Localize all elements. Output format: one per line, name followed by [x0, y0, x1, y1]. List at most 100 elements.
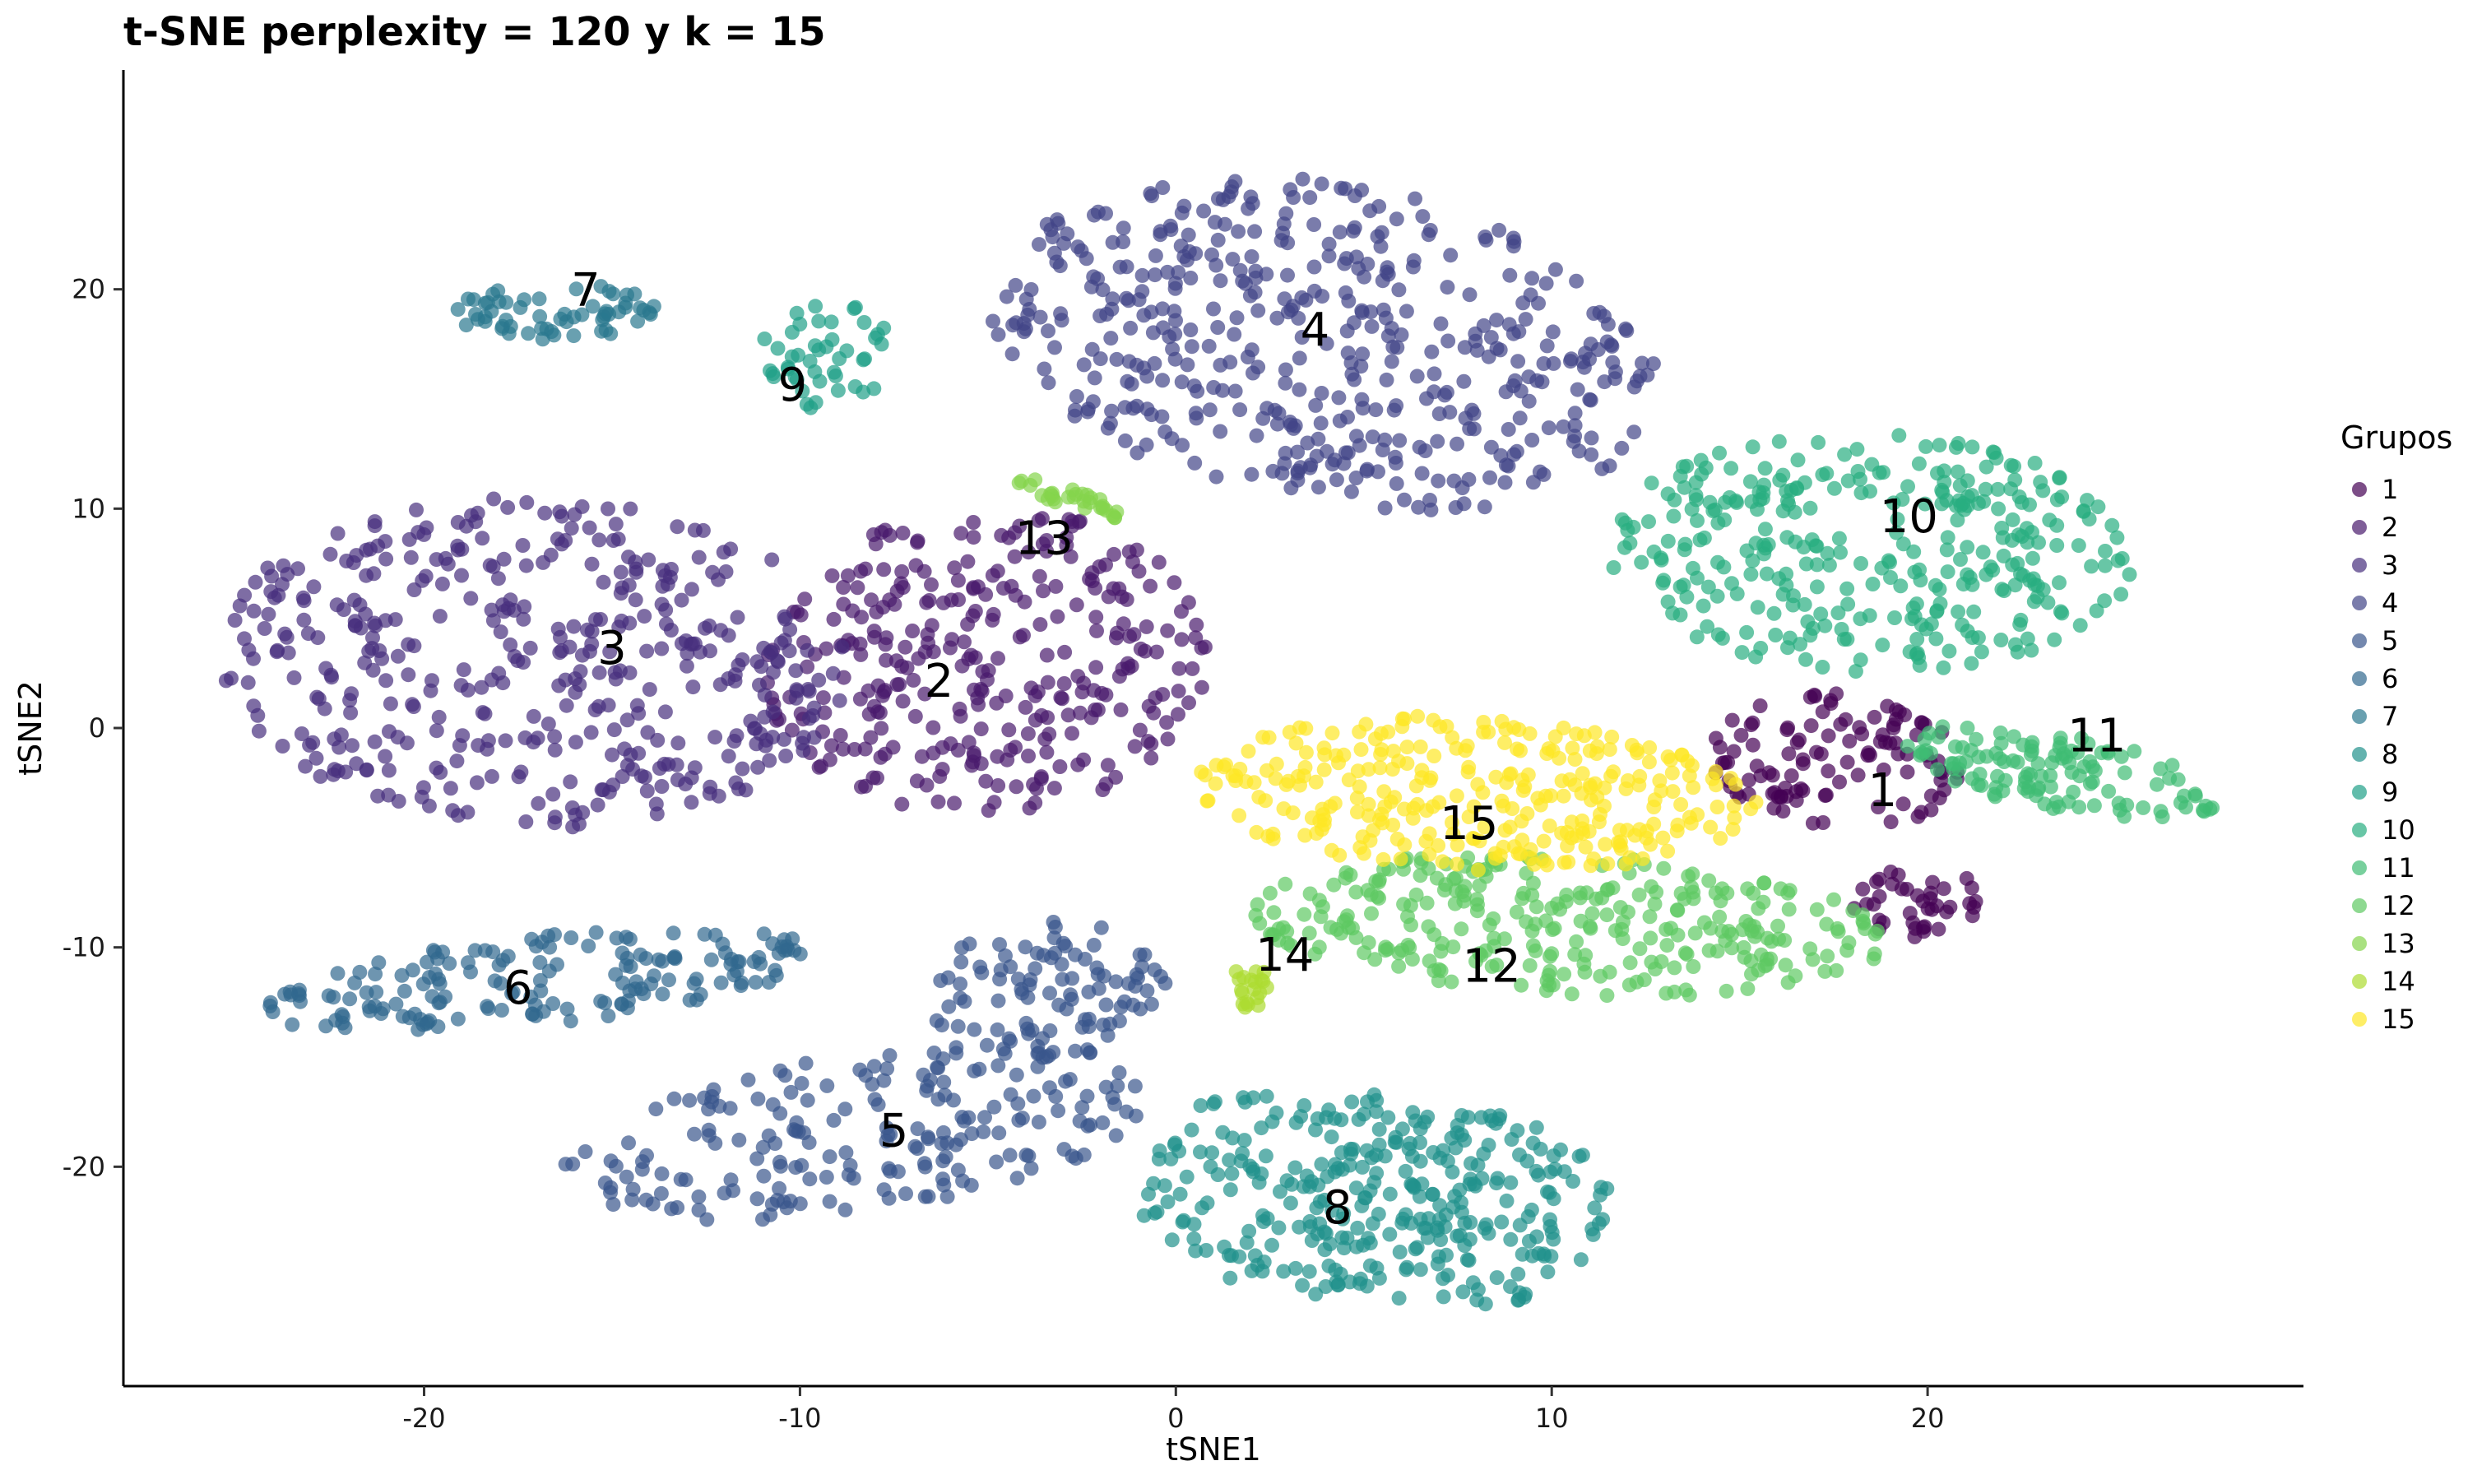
data-point [432, 609, 448, 624]
data-point [1247, 224, 1263, 239]
data-point [532, 955, 548, 970]
data-point [2052, 470, 2067, 485]
data-point [378, 551, 394, 567]
data-point [1051, 1103, 1066, 1119]
data-point [1677, 945, 1693, 961]
data-point [1489, 1270, 1505, 1286]
data-point [939, 1135, 955, 1151]
data-point [1308, 397, 1324, 413]
data-point [1167, 281, 1183, 296]
data-point [382, 724, 397, 740]
data-point [832, 351, 847, 366]
data-point [590, 797, 605, 813]
data-point [1366, 823, 1381, 838]
data-point [1858, 921, 1872, 936]
data-point [342, 991, 358, 1007]
data-point [463, 964, 478, 980]
data-point [1120, 656, 1135, 671]
data-point [1634, 554, 1649, 570]
data-point [941, 999, 957, 1014]
data-point [1522, 958, 1538, 973]
data-point [1303, 457, 1319, 473]
data-point [1090, 271, 1106, 286]
data-point [800, 642, 815, 658]
data-point [2005, 512, 2020, 527]
data-point [1784, 768, 1799, 783]
data-point [1016, 628, 1031, 643]
data-point [1028, 795, 1043, 810]
data-point [619, 1000, 635, 1016]
data-point [956, 1113, 972, 1129]
data-point [1095, 501, 1111, 517]
data-point [1510, 741, 1524, 757]
data-point [550, 621, 566, 637]
data-point [1160, 623, 1176, 638]
data-point [1966, 604, 1982, 619]
legend-swatch-13 [2352, 936, 2367, 951]
data-point [1743, 953, 1759, 969]
data-point [1241, 744, 1256, 759]
data-point [1210, 1167, 1226, 1182]
data-point [906, 672, 921, 688]
data-point [1311, 1177, 1326, 1193]
data-point [1820, 948, 1835, 964]
data-point [638, 951, 654, 967]
cluster-label-15: 15 [1440, 797, 1498, 851]
data-point [726, 967, 742, 983]
data-point [1462, 287, 1478, 303]
data-point [1515, 832, 1530, 848]
data-point [1942, 899, 1958, 915]
data-point [2101, 783, 2117, 799]
data-point [1667, 960, 1682, 976]
data-point [1338, 181, 1353, 197]
data-point [534, 934, 550, 950]
data-point [1238, 276, 1253, 291]
data-point [564, 521, 579, 536]
data-point [1250, 998, 1266, 1013]
cluster-label-5: 5 [879, 1104, 909, 1157]
data-point [536, 554, 551, 570]
data-point [856, 352, 871, 368]
data-point [1900, 764, 1915, 780]
data-point [619, 758, 635, 773]
data-point [1139, 369, 1155, 384]
data-point [521, 326, 536, 341]
data-point [537, 505, 553, 521]
data-point [639, 1148, 654, 1163]
data-point [1039, 744, 1055, 760]
data-point [1405, 810, 1421, 826]
data-point [1374, 742, 1389, 758]
data-point [1583, 336, 1598, 352]
data-point [1047, 340, 1062, 355]
data-point [1008, 277, 1023, 293]
data-point [1302, 1219, 1318, 1235]
data-point [545, 786, 561, 802]
data-point [1448, 500, 1464, 515]
data-point [1902, 906, 1918, 921]
data-point [1290, 444, 1306, 460]
data-point [1960, 721, 1975, 735]
data-point [1367, 952, 1383, 967]
data-point [608, 517, 624, 532]
data-point [1855, 881, 1871, 897]
data-point [454, 568, 469, 583]
data-point [2104, 517, 2120, 533]
data-point [1701, 873, 1717, 888]
data-point [1144, 188, 1160, 204]
data-point [1095, 1115, 1111, 1130]
data-point [1198, 768, 1213, 783]
data-point [1874, 560, 1890, 576]
data-point [1199, 1243, 1214, 1258]
data-point [847, 742, 862, 757]
data-point [1130, 970, 1145, 985]
data-point [1693, 452, 1709, 468]
data-point [1360, 461, 1375, 477]
data-point [685, 679, 701, 695]
data-point [1143, 578, 1158, 594]
data-point [870, 770, 884, 786]
data-point [770, 341, 786, 356]
data-point [1584, 447, 1599, 462]
data-point [1647, 897, 1663, 911]
data-point [1375, 443, 1390, 457]
